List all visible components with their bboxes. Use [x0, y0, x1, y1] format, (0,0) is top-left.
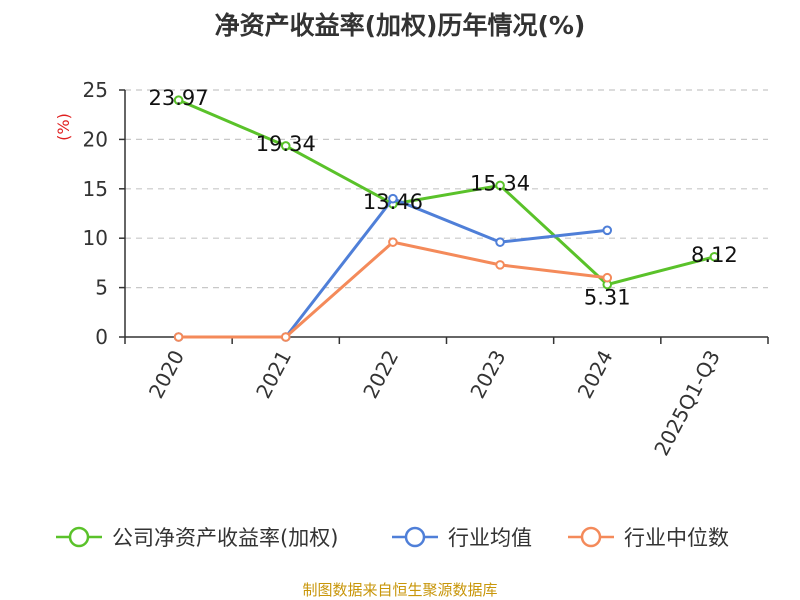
y-axis-label: (%) [54, 113, 73, 141]
series-line-2 [178, 240, 608, 339]
y-tick-label: 0 [95, 325, 108, 349]
y-tick-label: 20 [83, 127, 108, 151]
series [173, 95, 720, 342]
series-point-0 [709, 251, 720, 262]
y-tick-label: 15 [83, 177, 108, 201]
data-labels: 23.97 19.34 13.46 15.34 5.31 8.12 [149, 86, 738, 309]
source-note: 制图数据来自恒生聚源数据库 [302, 581, 497, 599]
series-line-0 [177, 98, 715, 287]
series-point-2 [173, 332, 184, 342]
data-label: 8.12 [691, 243, 738, 267]
data-label: 5.31 [584, 286, 631, 310]
x-tick-label: 2024 [573, 346, 618, 402]
x-tick-label: 2020 [144, 346, 189, 402]
grid [125, 89, 768, 289]
y-tick-label: 5 [95, 276, 108, 300]
x-tick-label: 2025Q1-Q3 [649, 346, 725, 459]
legend-marker-0 [68, 526, 90, 548]
legend-marker-2 [580, 526, 602, 548]
series-point-0 [495, 180, 505, 191]
legend-label-0: 公司净资产收益率(加权) [112, 526, 338, 550]
series-point-0 [173, 95, 184, 105]
series-point-1 [388, 193, 398, 204]
legend-label-2: 行业中位数 [624, 526, 729, 550]
series-point-0 [280, 141, 291, 151]
series-point-2 [495, 260, 505, 270]
series-line-1 [178, 197, 608, 339]
legend-marker-1 [404, 526, 426, 548]
data-label: 23.97 [149, 86, 209, 110]
series-point-2 [280, 332, 291, 342]
series-point-1 [602, 225, 613, 236]
legend-label-1: 行业均值 [448, 526, 532, 550]
y-tick-label: 25 [83, 78, 108, 102]
x-tick-label: 2022 [358, 346, 403, 402]
y-tick-label: 10 [83, 226, 108, 250]
series-point-1 [495, 237, 505, 247]
series-point-2 [602, 272, 613, 283]
legend: 公司净资产收益率(加权) 行业均值 行业中位数 [56, 526, 729, 550]
data-label: 15.34 [470, 171, 530, 195]
chart-title: 净资产收益率(加权)历年情况(%) [215, 11, 586, 40]
data-label: 19.34 [256, 132, 316, 156]
data-label: 13.46 [363, 190, 423, 214]
x-tick-label: 2023 [465, 346, 510, 402]
series-point-2 [388, 237, 398, 247]
x-tick-label: 2021 [251, 346, 296, 402]
